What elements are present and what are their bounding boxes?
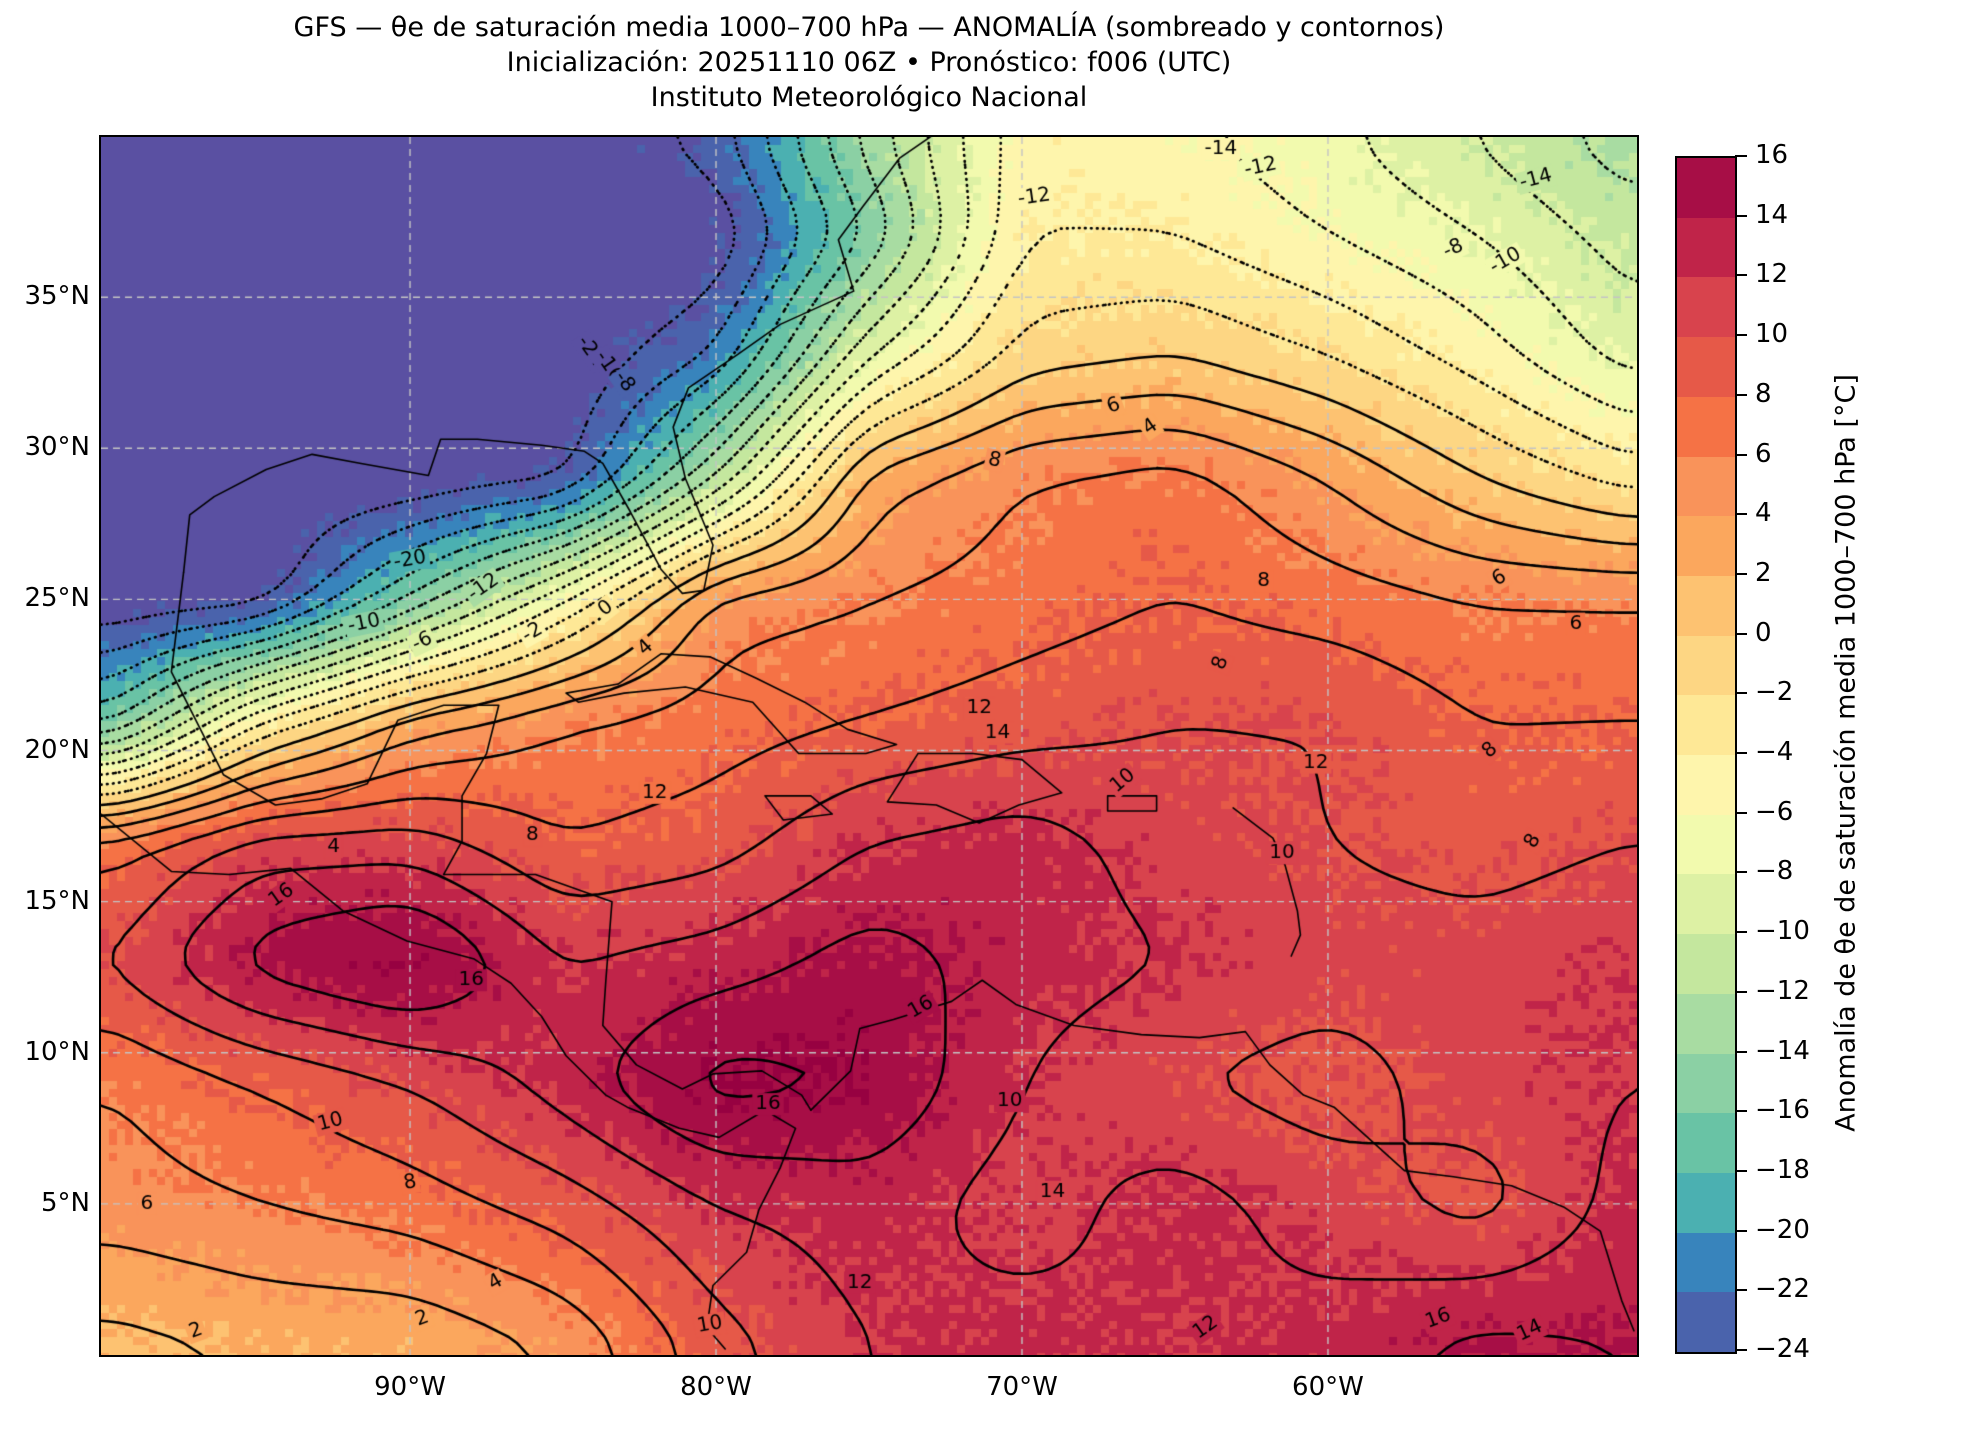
colorbar-segment: [1677, 516, 1735, 576]
colorbar-tick-mark: [1735, 1229, 1747, 1232]
colorbar-segment: [1677, 456, 1735, 517]
x-tick-label: 80°W: [680, 1372, 752, 1402]
colorbar-tick-mark: [1735, 334, 1747, 337]
colorbar-tick-mark: [1735, 871, 1747, 874]
y-tick-label: 15°N: [24, 885, 90, 916]
colorbar-tick-label: −12: [1755, 975, 1810, 1006]
colorbar-tick-label: 2: [1755, 557, 1772, 588]
colorbar-segment: [1677, 217, 1735, 278]
colorbar-tick-label: 4: [1755, 498, 1772, 529]
colorbar-tick-label: 6: [1755, 438, 1772, 469]
colorbar-tick-label: −24: [1755, 1334, 1810, 1364]
anomaly-map-canvas: [101, 137, 1637, 1355]
colorbar-tick-label: −4: [1755, 737, 1794, 767]
colorbar-tick-mark: [1735, 513, 1747, 516]
colorbar-segment: [1677, 158, 1735, 218]
colorbar-tick-label: 12: [1755, 259, 1789, 290]
colorbar-tick-mark: [1735, 572, 1747, 575]
x-tick-label: 90°W: [374, 1372, 446, 1402]
colorbar-segment: [1677, 934, 1735, 994]
colorbar-segment: [1677, 1292, 1735, 1353]
y-tick-label: 35°N: [24, 281, 90, 312]
colorbar-tick-label: −14: [1755, 1035, 1810, 1066]
chart-subtitle-institute: Instituto Meteorológico Nacional: [650, 82, 1088, 113]
colorbar-segment: [1677, 337, 1735, 397]
colorbar-tick-label: −10: [1755, 916, 1810, 947]
colorbar-tick-mark: [1735, 1050, 1747, 1053]
chart-subtitle-init: Inicialización: 20251110 06Z • Pronóstic…: [506, 47, 1232, 78]
colorbar-tick-label: 14: [1755, 199, 1789, 230]
colorbar-tick-mark: [1735, 453, 1747, 456]
colorbar-tick-mark: [1735, 692, 1747, 695]
colorbar-segment: [1677, 575, 1735, 636]
colorbar-label: Anomalía de θe de saturación media 1000–…: [1830, 374, 1862, 1132]
colorbar-segment: [1677, 1113, 1735, 1173]
colorbar-segment: [1677, 1172, 1735, 1233]
colorbar-segment: [1677, 277, 1735, 338]
colorbar-tick-mark: [1735, 393, 1747, 396]
colorbar-tick-mark: [1735, 1289, 1747, 1292]
colorbar-segment: [1677, 755, 1735, 815]
colorbar-segment: [1677, 695, 1735, 756]
title-block: GFS — θe de saturación media 1000–700 hP…: [101, 10, 1637, 115]
colorbar-tick-mark: [1735, 752, 1747, 754]
colorbar-segment: [1677, 396, 1735, 457]
y-tick-label: 20°N: [24, 734, 90, 765]
colorbar-tick-label: 0: [1755, 617, 1772, 648]
colorbar-tick-label: −2: [1755, 677, 1794, 708]
y-tick-label: 25°N: [24, 583, 90, 614]
colorbar-tick-label: −18: [1755, 1154, 1810, 1185]
colorbar-tick-label: 10: [1755, 319, 1789, 350]
colorbar-tick-mark: [1735, 990, 1747, 993]
colorbar-tick-label: −20: [1755, 1214, 1810, 1245]
colorbar-segment: [1677, 1232, 1735, 1293]
colorbar-segment: [1677, 1053, 1735, 1114]
x-tick-label: 60°W: [1292, 1372, 1364, 1402]
chart-title: GFS — θe de saturación media 1000–700 hP…: [293, 12, 1445, 43]
colorbar-tick-label: −22: [1755, 1274, 1810, 1305]
colorbar-tick-label: 8: [1755, 378, 1772, 409]
colorbar-tick-mark: [1735, 632, 1747, 635]
map-frame: [99, 135, 1639, 1357]
colorbar-tick-mark: [1735, 155, 1747, 157]
colorbar-tick-mark: [1735, 1110, 1747, 1113]
y-tick-label: 5°N: [41, 1187, 90, 1218]
colorbar-tick-mark: [1735, 274, 1747, 277]
colorbar-tick-label: 16: [1755, 140, 1789, 170]
colorbar-segment: [1677, 993, 1735, 1054]
colorbar-tick-mark: [1735, 214, 1747, 217]
colorbar-tick-mark: [1735, 811, 1747, 814]
y-tick-label: 10°N: [24, 1036, 90, 1067]
colorbar-segment: [1677, 635, 1735, 696]
x-tick-label: 70°W: [986, 1372, 1058, 1402]
colorbar: [1675, 156, 1737, 1354]
colorbar-tick-label: −16: [1755, 1095, 1810, 1126]
colorbar-tick-label: −6: [1755, 796, 1794, 827]
colorbar-tick-label: −8: [1755, 856, 1794, 887]
y-tick-label: 30°N: [24, 432, 90, 463]
colorbar-tick-mark: [1735, 1169, 1747, 1172]
colorbar-segment: [1677, 874, 1735, 935]
colorbar-tick-mark: [1735, 1349, 1747, 1351]
colorbar-tick-mark: [1735, 931, 1747, 934]
colorbar-segment: [1677, 814, 1735, 875]
